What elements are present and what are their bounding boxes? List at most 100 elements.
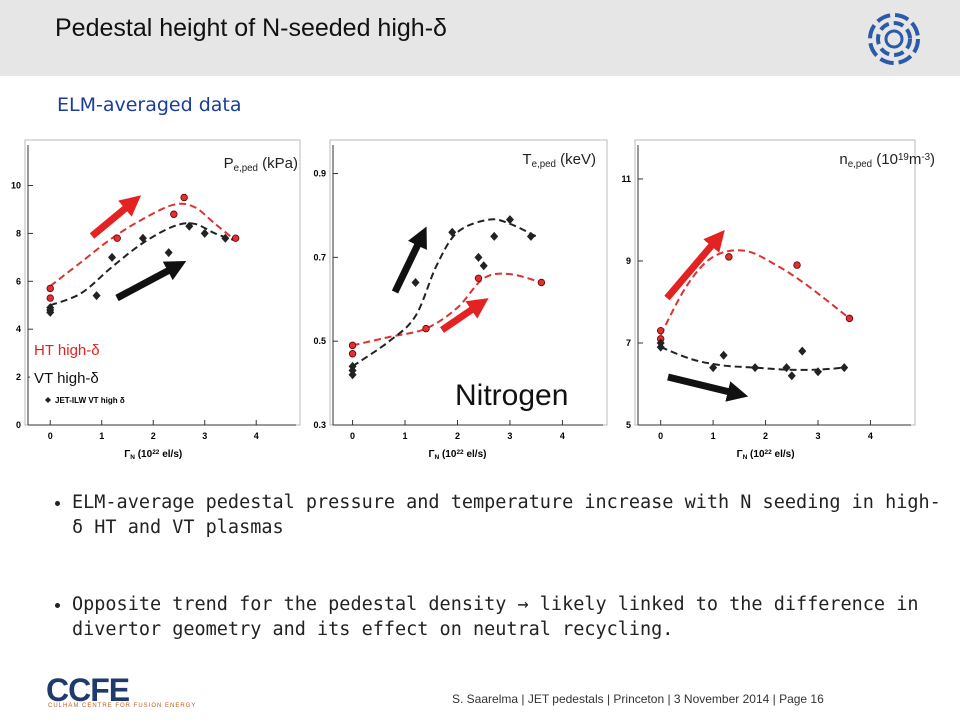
x-tick-label: 2: [763, 431, 768, 441]
y-tick-label: 0.7: [313, 252, 326, 262]
bullets: ELM-average pedestal pressure and temper…: [50, 490, 942, 694]
label-part: e,ped: [532, 159, 556, 170]
subtitle: ELM-averaged data: [57, 94, 242, 116]
footer: S. Saarelma | JET pedestals | Princeton …: [452, 692, 824, 706]
label-part: el/s): [464, 449, 487, 460]
label-part: (10: [135, 449, 153, 460]
point: [537, 278, 546, 287]
legend-vt: VT high-δ: [34, 370, 99, 387]
point: [348, 341, 357, 350]
label-part: e,ped: [848, 159, 872, 170]
fit-line: [49, 222, 236, 307]
x-tick-label: 0: [48, 431, 53, 441]
x-tick-label: 2: [455, 431, 460, 441]
point: [113, 234, 121, 242]
x-axis-label: ΓN (1022 el/s): [124, 449, 182, 461]
header-bar: [0, 0, 960, 76]
fit-line: [49, 202, 237, 287]
label-part: Γ: [737, 449, 743, 460]
point: [719, 350, 728, 360]
point: [656, 326, 665, 335]
annotation: Nitrogen: [455, 379, 568, 412]
label-part: el/s): [159, 449, 182, 460]
x-tick-label: 1: [403, 431, 408, 441]
x-tick-label: 4: [868, 431, 873, 441]
label-part: (10: [439, 449, 457, 460]
arrow: [664, 229, 725, 301]
label-part: 22: [152, 449, 160, 456]
point: [108, 252, 117, 262]
y-tick-label: 8: [16, 228, 21, 238]
point: [709, 363, 718, 373]
point: [490, 231, 499, 241]
label-part: m: [909, 151, 922, 168]
x-tick-label: 3: [202, 431, 207, 441]
label-part: P: [224, 155, 234, 172]
label-part: n: [839, 151, 847, 168]
label-part: N: [130, 454, 135, 461]
label-part: e,ped: [234, 163, 258, 174]
point: [138, 233, 147, 243]
x-tick-label: 3: [815, 431, 820, 441]
label-part: (10: [747, 449, 765, 460]
point: [840, 363, 849, 373]
label-part: -3: [921, 152, 930, 163]
label-part: 22: [456, 449, 464, 456]
x-tick-label: 0: [350, 431, 355, 441]
label-part: el/s): [772, 449, 795, 460]
title: Pedestal height of N-seeded high-δ: [55, 14, 447, 42]
point: [526, 231, 535, 241]
x-tick-label: 0: [658, 431, 663, 441]
point: [180, 193, 188, 202]
label-part: (keV): [556, 151, 596, 168]
x-tick-label: 2: [151, 431, 156, 441]
point: [782, 363, 791, 373]
point: [348, 370, 357, 380]
point: [411, 278, 420, 287]
label-part: (10: [872, 151, 898, 168]
bullet: ELM-average pedestal pressure and temper…: [72, 490, 942, 540]
label-part: T: [522, 151, 531, 168]
point: [221, 233, 230, 243]
point: [46, 294, 54, 302]
label-part: 22: [765, 449, 773, 456]
point: [479, 261, 488, 271]
logo-rings: [868, 13, 920, 65]
label-part: 19: [898, 152, 909, 163]
point: [185, 221, 194, 231]
y-axis-label: Te,ped (keV): [522, 151, 596, 170]
y-tick-label: 0.5: [313, 336, 326, 346]
y-tick-label: 0.3: [313, 420, 326, 430]
point: [46, 284, 54, 293]
point: [46, 305, 55, 315]
arrow: [89, 195, 142, 239]
label-part: ): [930, 151, 935, 168]
y-tick-label: 6: [16, 276, 21, 286]
point: [505, 215, 514, 225]
legend-ht: HT high-δ: [34, 342, 100, 359]
logo: CCFE: [46, 672, 130, 708]
label-part: N: [435, 454, 440, 461]
legend-marker: [45, 397, 51, 403]
y-tick-label: 4: [16, 324, 21, 334]
point: [474, 252, 483, 262]
logo-sub: CULHAM CENTRE FOR FUSION ENERGY: [48, 703, 197, 709]
arrow: [667, 373, 749, 402]
x-tick-label: 4: [560, 431, 565, 441]
y-tick-label: 11: [621, 174, 631, 184]
point: [170, 210, 178, 218]
fit-line: [351, 218, 537, 368]
point: [845, 314, 854, 323]
point: [200, 228, 209, 238]
point: [793, 261, 801, 269]
legend-jet: JET-ILW VT high δ: [55, 396, 125, 405]
label-part: Γ: [124, 449, 130, 460]
fit-line: [352, 272, 542, 347]
point: [656, 342, 665, 352]
point: [798, 346, 807, 356]
y-tick-label: 0.9: [313, 169, 326, 179]
arrow: [440, 298, 489, 333]
point: [348, 361, 357, 371]
